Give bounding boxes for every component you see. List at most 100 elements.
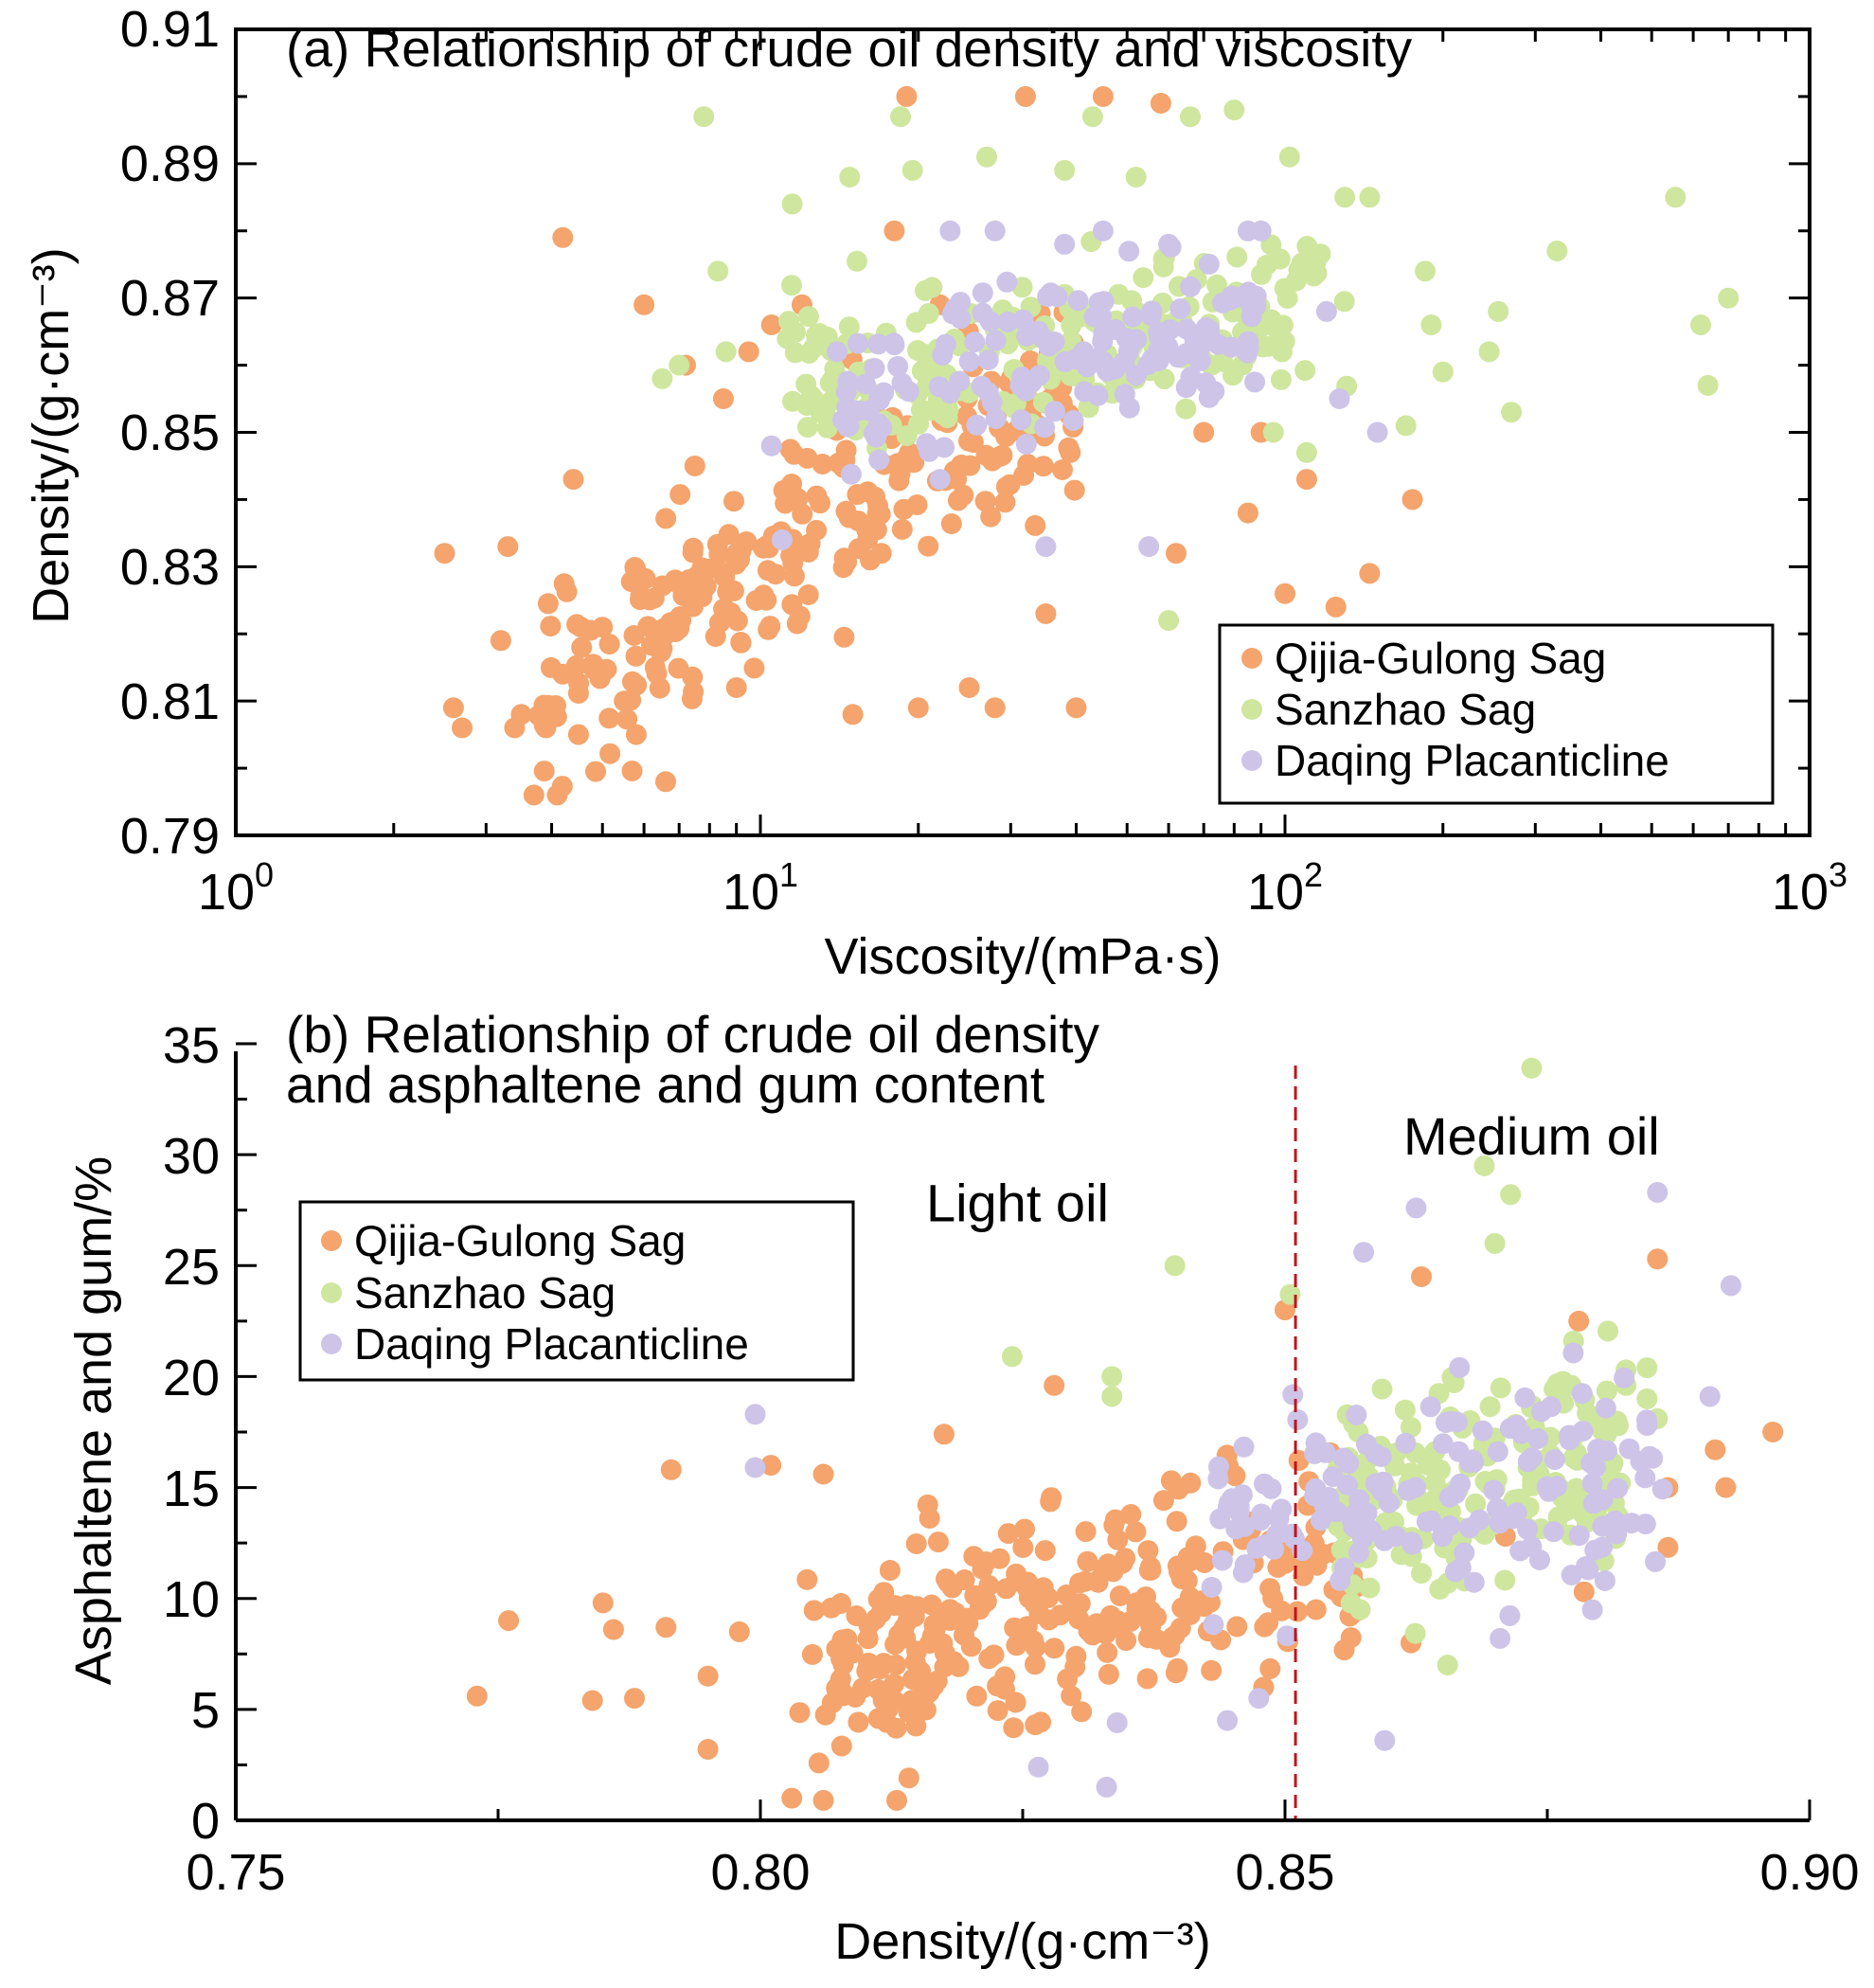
- panel-a-y-tick-label-6: 0.91: [120, 1, 220, 58]
- panel-b-point-daqing-placanticline-152: [1618, 1438, 1640, 1460]
- panel-b-point-sanzhao-sag-5: [1437, 1655, 1458, 1675]
- panel-b-point-daqing-placanticline-14: [1594, 1570, 1615, 1591]
- panel-a-point-qijia-gulong-sag-91: [620, 690, 642, 711]
- panel-a-point-sanzhao-sag-196: [1226, 246, 1248, 268]
- panel-b-point-qijia-gulong-sag-205: [919, 1508, 940, 1529]
- panel-a-point-qijia-gulong-sag-57: [940, 513, 962, 534]
- panel-a-point-daqing-placanticline-140: [1160, 237, 1182, 258]
- panel-a-point-sanzhao-sag-20: [1415, 260, 1436, 282]
- panel-b-point-daqing-placanticline-66: [1405, 1477, 1426, 1498]
- panel-b-point-daqing-placanticline-165: [1634, 1513, 1656, 1535]
- panel-a-point-sanzhao-sag-7: [890, 106, 911, 128]
- panel-a-point-daqing-placanticline-3: [939, 220, 961, 242]
- panel-b-point-qijia-gulong-sag-273: [826, 1639, 848, 1659]
- panel-b-point-daqing-placanticline-103: [1271, 1498, 1293, 1520]
- panel-b-y-tick-label-6: 30: [163, 1128, 220, 1185]
- panel-b-point-qijia-gulong-sag-4: [602, 1619, 624, 1640]
- panel-a-point-sanzhao-sag-197: [1268, 321, 1290, 342]
- panel-b-point-daqing-placanticline-142: [1546, 1476, 1567, 1497]
- panel-a-point-qijia-gulong-sag-87: [743, 657, 765, 679]
- panel-a-point-sanzhao-sag-94: [907, 340, 928, 361]
- panel-a-y-tick-label-0: 0.79: [120, 808, 220, 865]
- panel-a-point-qijia-gulong-sag-276: [540, 616, 562, 637]
- panel-b-point-qijia-gulong-sag-2: [581, 1690, 603, 1711]
- panel-a-point-qijia-gulong-sag-174: [621, 671, 643, 692]
- panel-b-point-qijia-gulong-sag-12: [781, 1787, 803, 1809]
- panel-a-point-sanzhao-sag-12: [1125, 167, 1147, 188]
- panel-b-point-qijia-gulong-sag-38: [808, 1752, 830, 1774]
- panel-a-point-qijia-gulong-sag-210: [1025, 514, 1046, 536]
- panel-b-legend-label-sanzhao: Sanzhao Sag: [354, 1268, 616, 1317]
- panel-b-point-qijia-gulong-sag-3: [592, 1592, 614, 1614]
- panel-a-point-daqing-placanticline-15: [929, 469, 951, 491]
- panel-a-point-daqing-placanticline-4: [984, 220, 1006, 242]
- panel-a-point-sanzhao-sag-212: [1294, 360, 1316, 382]
- panel-b-point-qijia-gulong-sag-299: [1098, 1553, 1119, 1575]
- panel-b-legend-marker-sanzhao: [321, 1282, 342, 1303]
- panel-a-point-qijia-gulong-sag-248: [1063, 479, 1085, 501]
- panel-a-point-qijia-gulong-sag-274: [695, 576, 717, 598]
- panel-a-point-sanzhao-sag-25: [1501, 402, 1522, 423]
- panel-a-point-sanzhao-sag-200: [1276, 287, 1298, 309]
- panel-a-point-daqing-placanticline-157: [1180, 276, 1202, 297]
- panel-a-point-qijia-gulong-sag-170: [953, 484, 974, 506]
- panel-a-point-sanzhao-sag-4: [715, 341, 737, 363]
- panel-b-point-qijia-gulong-sag-15: [886, 1789, 907, 1811]
- panel-b-x-tick-label-0: 0.75: [186, 1844, 285, 1901]
- panel-a-point-qijia-gulong-sag-243: [580, 619, 601, 641]
- panel-a-point-daqing-placanticline-12: [1329, 388, 1350, 409]
- panel-a-point-qijia-gulong-sag-261: [683, 537, 704, 559]
- panel-b-point-daqing-placanticline-63: [1585, 1457, 1607, 1478]
- panel-a-point-qijia-gulong-sag-183: [682, 666, 704, 688]
- panel-b-point-qijia-gulong-sag-173: [987, 1700, 1008, 1722]
- panel-b-point-qijia-gulong-sag-276: [936, 1568, 956, 1590]
- panel-a-title: (a) Relationship of crude oil density an…: [286, 19, 1413, 78]
- panel-b-point-qijia-gulong-sag-193: [1115, 1548, 1136, 1569]
- panel-b-point-qijia-gulong-sag-8: [697, 1665, 719, 1687]
- panel-b-point-daqing-placanticline-24: [1233, 1436, 1255, 1458]
- panel-a-point-daqing-placanticline-75: [848, 400, 869, 421]
- panel-a-point-qijia-gulong-sag-31: [907, 697, 929, 719]
- panel-a-point-qijia-gulong-sag-224: [681, 688, 703, 709]
- panel-a-point-qijia-gulong-sag-154: [994, 492, 1016, 513]
- panel-b-point-sanzhao-sag-194: [1404, 1622, 1426, 1644]
- panel-a-point-qijia-gulong-sag-273: [995, 476, 1017, 497]
- panel-b-point-qijia-gulong-sag-238: [856, 1660, 878, 1682]
- panel-a-point-daqing-placanticline-7: [1138, 536, 1160, 558]
- panel-a-point-daqing-placanticline-90: [997, 311, 1019, 332]
- panel-b-point-sanzhao-sag-2: [1101, 1386, 1123, 1407]
- panel-b-point-qijia-gulong-sag-137: [898, 1767, 919, 1789]
- panel-b-x-tick-label-3: 0.90: [1759, 1844, 1859, 1901]
- panel-a-point-sanzhao-sag-24: [1488, 300, 1509, 322]
- panel-a-point-qijia-gulong-sag-65: [596, 658, 617, 680]
- panel-a-point-qijia-gulong-sag-64: [625, 645, 647, 667]
- panel-b-point-sanzhao-sag-111: [1429, 1579, 1451, 1600]
- panel-a-point-qijia-gulong-sag-33: [958, 677, 980, 698]
- panel-a-point-daqing-placanticline-51: [1012, 309, 1034, 331]
- panel-a-point-qijia-gulong-sag-163: [1013, 464, 1035, 486]
- panel-b-x-tick-label-1: 0.80: [710, 1844, 810, 1901]
- panel-a-point-qijia-gulong-sag-295: [727, 548, 749, 570]
- panel-a-point-qijia-gulong-sag-303: [832, 557, 854, 579]
- panel-b-point-daqing-placanticline-83: [1225, 1518, 1247, 1540]
- panel-b-point-qijia-gulong-sag-288: [867, 1588, 889, 1610]
- panel-a-point-daqing-placanticline-117: [1034, 417, 1056, 439]
- panel-b-point-qijia-gulong-sag-290: [905, 1533, 927, 1554]
- panel-b-point-daqing-placanticline-45: [1432, 1433, 1454, 1455]
- panel-a-point-sanzhao-sag-87: [1270, 368, 1292, 390]
- panel-b-point-daqing-placanticline-11: [1647, 1182, 1669, 1203]
- panel-a-point-qijia-gulong-sag-38: [1092, 85, 1114, 107]
- panel-a-point-sanzhao-sag-188: [781, 275, 802, 296]
- panel-b-point-sanzhao-sag-205: [1422, 1490, 1443, 1512]
- panel-b-point-qijia-gulong-sag-119: [796, 1568, 818, 1590]
- panel-b-point-qijia-gulong-sag-142: [1044, 1638, 1065, 1659]
- panel-b-point-qijia-gulong-sag-272: [883, 1673, 905, 1694]
- panel-a-point-sanzhao-sag-8: [901, 159, 923, 181]
- panel-a-point-sanzhao-sag-227: [784, 342, 806, 364]
- panel-b-point-daqing-placanticline-128: [1208, 1456, 1229, 1478]
- panel-a-point-sanzhao-sag-22: [1432, 361, 1454, 383]
- panel-a-point-qijia-gulong-sag-304: [649, 677, 670, 699]
- panel-b-y-tick-label-5: 25: [163, 1239, 220, 1296]
- panel-a-ticks: [234, 27, 1812, 837]
- panel-b-point-qijia-gulong-sag-259: [1166, 1511, 1187, 1532]
